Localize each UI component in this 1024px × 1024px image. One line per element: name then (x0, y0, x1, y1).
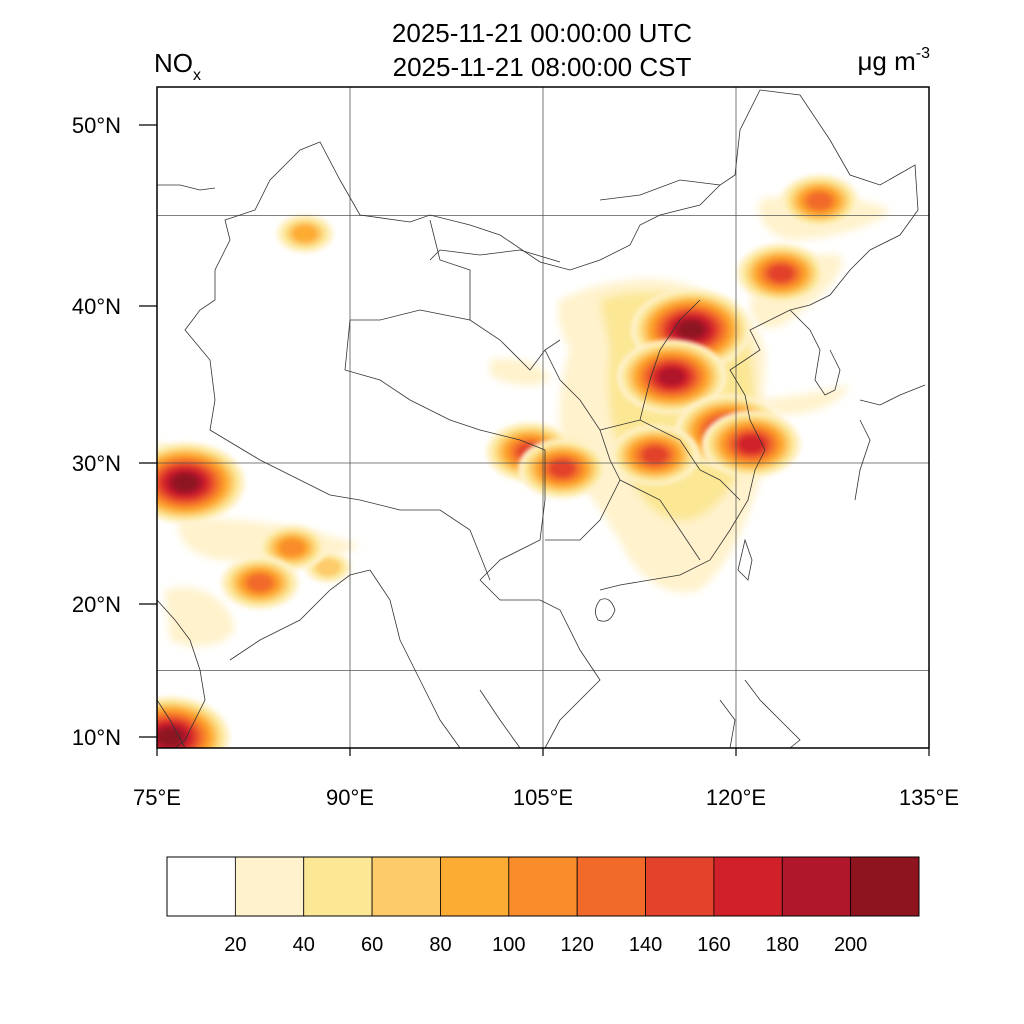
colorbar-label: 60 (361, 934, 383, 956)
colorbar-label: 200 (834, 934, 867, 956)
x-tick-label: 90°E (326, 785, 374, 810)
hotspot (276, 214, 334, 254)
hotspot (157, 441, 246, 524)
colorbar: 20 40 60 80 100 120 140 160 180 200 (166, 856, 920, 956)
india-coast (157, 569, 371, 748)
title-utc: 2025-11-21 00:00:00 UTC (391, 18, 693, 48)
unit-text: μg m (857, 46, 916, 76)
x-tick-label: 135°E (899, 785, 959, 810)
islands (595, 538, 801, 748)
y-tick-label: 50°N (72, 113, 121, 138)
colorbar-label: 40 (293, 934, 315, 956)
hotspot-contour (157, 728, 183, 746)
hotspot-contour (806, 192, 833, 210)
colorbar-box (166, 856, 236, 917)
x-tick-label: 75°E (133, 785, 181, 810)
hotspot-contour (549, 459, 576, 478)
province-lines (344, 219, 741, 581)
y-tick-label: 10°N (72, 725, 121, 750)
colorbar-label: 160 (697, 934, 730, 956)
hotspot-contour (658, 367, 685, 386)
hotspot-contour (315, 558, 341, 576)
variable-label: NOx (154, 48, 201, 84)
colorbar-label: 20 (224, 934, 246, 956)
unit-superscript: -3 (915, 45, 930, 63)
y-tick-label: 40°N (72, 294, 121, 319)
indochina (369, 569, 601, 748)
colorbar-label: 140 (629, 934, 662, 956)
x-axis: 75°E 90°E 105°E 120°E 135°E (133, 748, 959, 810)
hotspot (631, 288, 751, 371)
hotspot-contour (172, 474, 199, 492)
hotspot-contour (642, 446, 668, 464)
colorbar-box (508, 856, 578, 917)
colorbar-box (713, 856, 783, 917)
hotspot-contour (247, 574, 273, 592)
variable-name: NO (154, 48, 193, 78)
nox-concentration-field (157, 174, 890, 748)
kazakh-mongol (157, 179, 721, 263)
hotspot-contour (768, 264, 794, 283)
x-tick-label: 105°E (513, 785, 573, 810)
y-tick-label: 20°N (72, 592, 121, 617)
hotspot (518, 438, 607, 499)
colorbar-box (303, 856, 373, 917)
colorbar-box (371, 856, 441, 917)
unit-label: μg m-3 (857, 45, 930, 76)
hotspot (220, 556, 299, 610)
west-border (184, 149, 491, 581)
title-cst: 2025-11-21 08:00:00 CST (392, 52, 692, 82)
y-axis: 10°N 20°N 30°N 40°N 50°N (72, 113, 157, 750)
hotspot-layer (157, 174, 859, 748)
y-tick-label: 30°N (72, 451, 121, 476)
colorbar-label: 80 (429, 934, 451, 956)
variable-subscript: x (193, 67, 201, 84)
colorbar-box (576, 856, 646, 917)
hotspot-contour (292, 224, 318, 243)
hotspot-contour (279, 538, 305, 557)
colorbar-frame (166, 856, 920, 917)
colorbar-label: 100 (492, 934, 525, 956)
hotspot (157, 696, 230, 748)
hotspot-contour (738, 435, 765, 453)
colorbar-box (850, 856, 920, 917)
colorbar-box (440, 856, 510, 917)
hotspot (701, 410, 801, 478)
hotspot (610, 425, 700, 486)
colorbar-label: 120 (560, 934, 593, 956)
colorbar-label: 180 (766, 934, 799, 956)
colorbar-box (645, 856, 715, 917)
coast-east (599, 309, 791, 591)
boundary-lines (157, 89, 926, 748)
hotspot-contour (678, 320, 704, 339)
colorbar-box (234, 856, 305, 917)
x-tick-label: 120°E (706, 785, 766, 810)
korea-japan (789, 309, 926, 501)
hotspot (736, 243, 826, 304)
hotspot (780, 174, 859, 228)
colorbar-box (781, 856, 852, 917)
